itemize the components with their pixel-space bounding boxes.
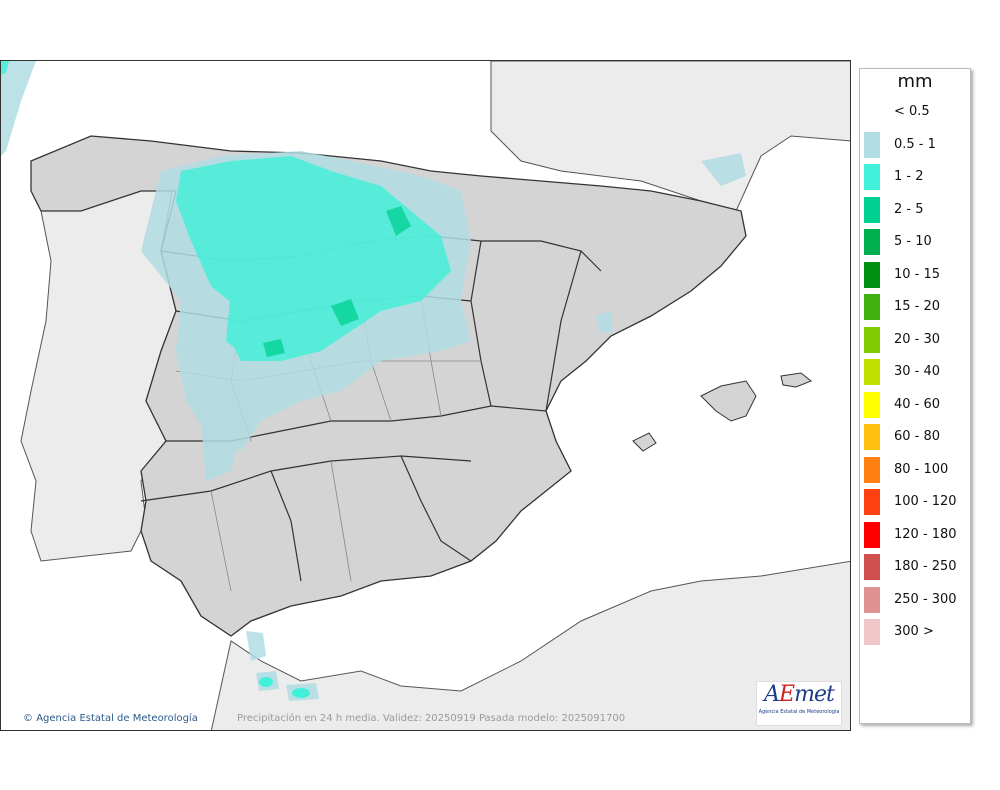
legend-label: 2 - 5: [894, 201, 924, 217]
legend-swatch: [864, 99, 880, 125]
legend-entry: 5 - 10: [864, 229, 968, 255]
legend-swatch: [864, 164, 880, 190]
legend-swatch: [864, 586, 880, 613]
legend-label: 20 - 30: [894, 331, 941, 347]
credit-text: © Agencia Estatal de Meteorología: [23, 713, 198, 724]
legend-label: 300 >: [894, 624, 934, 639]
legend-swatch: [864, 489, 880, 515]
legend-swatch: [864, 131, 880, 158]
legend-entry: 0.5 - 1: [864, 131, 968, 158]
legend-entry: 100 - 120: [864, 489, 968, 515]
legend-swatch: [864, 391, 880, 418]
legend-label: 80 - 100: [894, 461, 949, 477]
legend-swatch: [864, 521, 880, 548]
legend-label: 250 - 300: [894, 591, 957, 607]
legend-swatch: [864, 261, 880, 288]
legend-entry: 180 - 250: [864, 554, 968, 580]
legend-label: 10 - 15: [894, 266, 941, 282]
legend-swatch: [864, 196, 880, 223]
legend-label: 100 - 120: [894, 494, 957, 509]
legend-swatch: [864, 229, 880, 255]
legend-title: mm: [897, 71, 933, 92]
legend-swatch: [864, 359, 880, 385]
aemet-logo: AEmet Agencia Estatal de Meteorología: [756, 681, 842, 726]
legend-entry: 30 - 40: [864, 359, 968, 385]
mallorca-island: [700, 380, 757, 422]
legend-label: 60 - 80: [894, 429, 941, 444]
legend-swatch: [864, 554, 880, 580]
legend-entry: 10 - 15: [864, 261, 968, 288]
legend-entry: 60 - 80: [864, 424, 968, 450]
legend-label: 15 - 20: [894, 299, 941, 314]
legend-swatch: [864, 294, 880, 320]
precipitation-legend: mm < 0.5 0.5 - 1 1 - 2 2 - 5 5 - 10 10 - 15 15…: [859, 68, 971, 724]
precipitation-map[interactable]: © Agencia Estatal de Meteorología Precip…: [0, 60, 851, 731]
legend-label: 40 - 60: [894, 396, 941, 412]
logo-wordmark: AEmet: [764, 682, 835, 707]
legend-entry: 2 - 5: [864, 196, 968, 223]
legend-entry: 80 - 100: [864, 456, 968, 483]
legend-entry: 120 - 180: [864, 521, 968, 548]
map-canvas: [1, 61, 850, 730]
legend-swatch: [864, 424, 880, 450]
precip-2-5: [263, 206, 411, 357]
legend-label: 0.5 - 1: [894, 136, 936, 152]
legend-label: 30 - 40: [894, 364, 941, 379]
map-caption: Precipitación en 24 h media. Validez: 20…: [237, 713, 626, 724]
legend-label: 1 - 2: [894, 169, 924, 184]
legend-entry: 15 - 20: [864, 294, 968, 320]
legend-entry: 300 >: [864, 619, 968, 645]
precip-1-2: [1, 61, 451, 361]
menorca-island: [780, 372, 812, 388]
legend-label: 180 - 250: [894, 559, 957, 574]
legend-entry: 250 - 300: [864, 586, 968, 613]
legend-entry: 40 - 60: [864, 391, 968, 418]
legend-entry: 1 - 2: [864, 164, 968, 190]
legend-entry: 20 - 30: [864, 326, 968, 353]
legend-swatch: [864, 326, 880, 353]
legend-label: 120 - 180: [894, 526, 957, 542]
legend-label: 5 - 10: [894, 234, 932, 249]
precip-africa-spots: [259, 677, 310, 698]
ibiza-island: [632, 432, 657, 452]
africa-land: [210, 560, 850, 730]
logo-subtitle: Agencia Estatal de Meteorología: [758, 709, 840, 715]
legend-label: < 0.5: [894, 104, 930, 119]
legend-swatch: [864, 456, 880, 483]
legend-entry: < 0.5: [864, 99, 968, 125]
legend-swatch: [864, 619, 880, 645]
